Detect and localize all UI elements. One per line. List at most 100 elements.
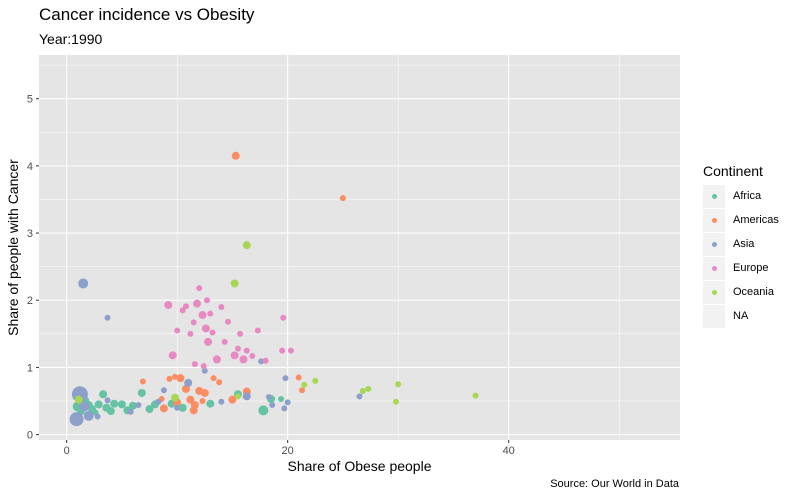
- data-point-asia: [104, 314, 111, 321]
- x-tick-label: 0: [64, 445, 70, 457]
- data-point-europe: [182, 303, 189, 310]
- chart-title: Cancer incidence vs Obesity: [39, 5, 255, 24]
- data-point-asia: [282, 375, 289, 382]
- data-point-oceania: [392, 398, 399, 405]
- data-point-oceania: [359, 387, 366, 394]
- data-point-europe: [204, 337, 213, 346]
- data-point-oceania: [242, 241, 251, 250]
- data-point-americas: [228, 395, 237, 404]
- data-point-africa: [94, 400, 103, 409]
- data-point-americas: [189, 406, 198, 415]
- data-point-asia: [201, 367, 208, 374]
- legend-swatch: [712, 290, 717, 295]
- legend-label: Asia: [733, 238, 755, 250]
- data-point-europe: [239, 355, 248, 364]
- legend-label: Oceania: [733, 286, 774, 298]
- data-point-americas: [200, 388, 209, 397]
- data-point-asia: [258, 358, 265, 365]
- data-point-africa: [117, 400, 126, 409]
- legend-label: NA: [733, 310, 749, 322]
- data-point-asia: [104, 397, 111, 404]
- data-point-africa: [258, 405, 269, 416]
- y-tick-label: 1: [27, 362, 33, 374]
- legend-title: Continent: [703, 163, 763, 179]
- data-point-asia: [284, 399, 291, 406]
- data-point-europe: [191, 361, 198, 368]
- data-point-oceania: [312, 377, 319, 384]
- y-tick-label: 2: [27, 295, 33, 307]
- data-point-americas: [299, 387, 306, 394]
- data-point-europe: [164, 300, 173, 309]
- data-point-asia: [94, 413, 101, 420]
- data-point-oceania: [472, 392, 479, 399]
- data-point-europe: [279, 347, 286, 354]
- data-point-americas: [181, 384, 190, 393]
- data-point-europe: [243, 347, 250, 354]
- plot-panel: [39, 55, 680, 440]
- legend-swatch: [712, 218, 717, 223]
- legend-key-europe: [703, 257, 725, 280]
- data-point-americas: [139, 378, 146, 385]
- x-tick-label: 20: [282, 445, 294, 457]
- y-tick-label: 4: [27, 161, 33, 173]
- data-point-asia: [160, 387, 167, 394]
- data-point-oceania: [365, 385, 372, 392]
- data-point-africa: [145, 405, 154, 414]
- legend-key-oceania: [703, 281, 725, 304]
- data-point-europe: [218, 303, 225, 310]
- data-point-europe: [221, 338, 228, 345]
- y-tick-label: 0: [27, 430, 33, 442]
- data-point-europe: [168, 351, 177, 360]
- legend-swatch: [712, 194, 717, 199]
- y-tick-label: 3: [27, 228, 33, 240]
- data-point-africa: [106, 407, 115, 416]
- data-point-europe: [174, 327, 181, 334]
- data-point-asia: [69, 412, 84, 427]
- legend-swatch: [712, 242, 717, 247]
- data-point-europe: [249, 353, 256, 360]
- data-point-europe: [224, 318, 231, 325]
- data-point-europe: [198, 311, 207, 320]
- data-point-africa: [178, 403, 187, 412]
- data-point-americas: [339, 195, 346, 202]
- legend-label: Europe: [733, 262, 769, 274]
- data-point-europe: [254, 327, 261, 334]
- data-point-asia: [242, 392, 251, 401]
- axis-ticks: 0 20 40 0 1 2 3 4 5: [27, 94, 515, 457]
- data-point-oceania: [170, 393, 179, 402]
- data-point-asia: [135, 402, 142, 409]
- y-tick-label: 5: [27, 94, 33, 106]
- data-point-oceania: [395, 381, 402, 388]
- data-point-americas: [176, 374, 185, 383]
- data-point-americas: [210, 375, 217, 382]
- data-point-americas: [166, 375, 173, 382]
- data-point-europe: [187, 330, 194, 337]
- data-point-oceania: [301, 381, 308, 388]
- data-point-europe: [193, 299, 202, 308]
- data-point-europe: [200, 363, 207, 370]
- data-point-asia: [269, 402, 276, 409]
- data-point-oceania: [230, 279, 239, 288]
- legend-key-americas: [703, 209, 725, 232]
- grid-lines: [39, 55, 680, 440]
- data-point-europe: [190, 319, 197, 326]
- data-point-asia: [127, 408, 134, 415]
- data-point-asia: [78, 278, 89, 289]
- data-point-asia: [218, 398, 225, 405]
- legend-swatch: [712, 266, 717, 271]
- data-point-europe: [196, 285, 203, 292]
- data-point-europe: [212, 355, 221, 364]
- data-point-asia: [265, 393, 272, 400]
- data-point-asia: [155, 398, 162, 405]
- data-point-europe: [209, 329, 216, 336]
- legend-label: Americas: [733, 214, 779, 226]
- data-point-americas: [171, 373, 178, 380]
- legend-label: Africa: [733, 190, 762, 202]
- data-point-americas: [231, 151, 240, 160]
- data-point-oceania: [234, 393, 241, 400]
- x-axis-label: Share of Obese people: [288, 458, 432, 474]
- data-point-asia: [79, 401, 90, 412]
- data-point-asia: [281, 405, 288, 412]
- data-point-americas: [216, 379, 223, 386]
- data-point-americas: [295, 374, 302, 381]
